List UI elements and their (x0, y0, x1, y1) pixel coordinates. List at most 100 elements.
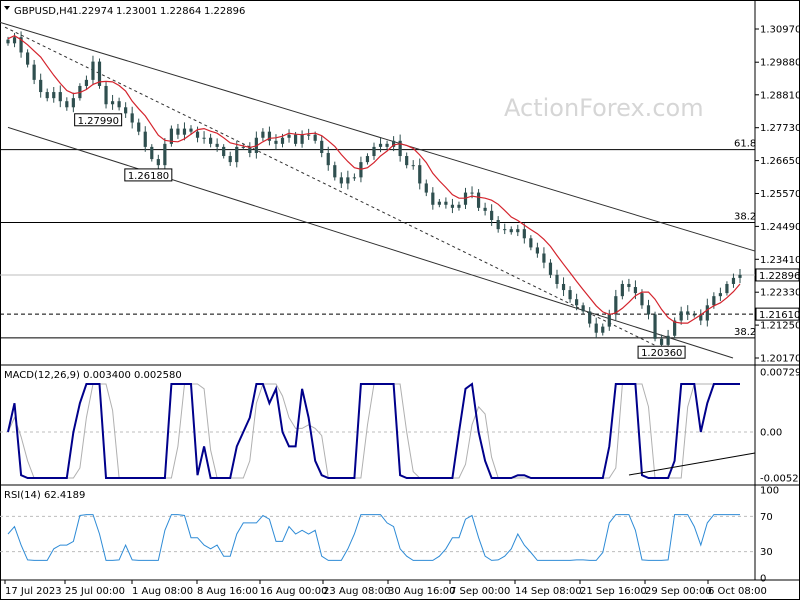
chart-title: GBPUSD,H4 (14, 6, 73, 17)
candle-body (71, 98, 75, 108)
candle-body (686, 311, 690, 315)
candle-body (581, 305, 585, 312)
candle-body (365, 156, 370, 163)
candle-body (601, 326, 605, 333)
rsi-tick-1: 70 (760, 512, 773, 523)
candle-body (241, 146, 245, 148)
candle-body (450, 204, 455, 208)
candle-body (385, 143, 389, 147)
price-tick-5: 1.25570 (760, 189, 800, 200)
price-tick-9: 1.21250 (760, 321, 800, 332)
channel-lower-line (7, 126, 734, 359)
price-tick-2: 1.28810 (760, 90, 800, 101)
candle-body (705, 305, 709, 321)
date-tick-8: 14 Sep 08:00 (515, 586, 582, 597)
candle-body (117, 101, 121, 108)
price-annotation-2: 1.20360 (641, 348, 682, 359)
candle-body (614, 296, 618, 315)
candle-body (372, 146, 376, 157)
price-tick-0: 1.30970 (760, 25, 800, 36)
candle-body (594, 323, 598, 333)
candle-body (45, 92, 49, 99)
candle-body (405, 156, 409, 166)
ohlc-value-0: 1.22974 (72, 6, 113, 17)
candle-body (163, 143, 167, 166)
candle-body (725, 283, 729, 294)
candle-body (91, 61, 95, 80)
date-tick-9: 21 Sep 16:00 (580, 586, 647, 597)
candle-body (156, 159, 160, 166)
candle-body (235, 146, 239, 163)
dashed-level-label: 1.21610 (759, 310, 800, 321)
candle-body (470, 192, 474, 194)
candle-body (215, 143, 219, 147)
candle-body (130, 113, 134, 123)
candle-body (653, 314, 657, 339)
date-tick-5: 23 Aug 08:00 (323, 586, 390, 597)
candle-body (607, 314, 611, 327)
candle-body (437, 201, 441, 205)
candle-body (535, 247, 539, 254)
candle-body (6, 39, 10, 44)
date-tick-3: 8 Aug 16:00 (197, 586, 258, 597)
dropdown-arrow-icon[interactable] (4, 6, 10, 10)
candle-body (588, 311, 592, 324)
watermark: ActionForex.com (504, 94, 704, 122)
candle-body (646, 305, 651, 315)
price-annotation-0: 1.27990 (78, 116, 119, 127)
candle-body (339, 177, 343, 184)
candle-body (97, 61, 102, 86)
candle-body (411, 165, 415, 167)
rsi-tick-3: 0 (760, 574, 766, 585)
candle-body (176, 128, 180, 135)
price-annotation-1: 1.26180 (128, 171, 169, 182)
date-tick-1: 25 Jul 00:00 (65, 586, 125, 597)
candle-body (431, 192, 435, 205)
candle-body (503, 229, 507, 231)
moving-average-line (7, 35, 741, 324)
candle-body (483, 207, 487, 211)
candle-body (620, 283, 624, 297)
candle-body (307, 134, 311, 136)
candle-body (39, 79, 43, 93)
candle-body (378, 143, 383, 147)
macd-tick-2: -0.005259 (760, 474, 800, 485)
candle-body (19, 37, 23, 53)
candle-body (58, 92, 62, 102)
candle-body (659, 338, 664, 345)
candle-body (202, 137, 206, 139)
price-tick-4: 1.26650 (760, 156, 800, 167)
date-tick-4: 16 Aug 00:00 (260, 586, 327, 597)
macd-trendline (628, 452, 756, 476)
candle-body (738, 274, 742, 278)
candle-body (679, 311, 683, 321)
candle-body (731, 277, 736, 284)
candle-body (516, 229, 520, 233)
candle-body (673, 320, 677, 336)
price-tick-6: 1.24490 (760, 222, 800, 233)
candle-body (640, 293, 644, 306)
candle-body (293, 134, 298, 144)
ohlc-value-2: 1.22864 (160, 6, 201, 17)
candle-body (490, 210, 494, 221)
rsi-tick-0: 100 (760, 486, 779, 497)
candle-body (280, 137, 285, 144)
date-tick-2: 1 Aug 08:00 (132, 586, 193, 597)
candle-body (424, 183, 428, 193)
candle-body (189, 128, 193, 132)
candle-body (568, 290, 572, 300)
candle-body (633, 287, 638, 294)
candle-body (222, 146, 226, 157)
price-tick-10: 1.20170 (760, 354, 800, 365)
price-tick-3: 1.27730 (760, 123, 800, 134)
candle-body (143, 131, 147, 147)
macd-line (7, 382, 740, 479)
candle-body (182, 128, 187, 135)
candle-body (261, 131, 265, 138)
candle-body (398, 140, 402, 157)
candle-body (169, 128, 173, 144)
candle-body (509, 229, 513, 233)
candle-body (529, 238, 533, 248)
candle-body (718, 293, 722, 297)
candle-body (65, 101, 69, 108)
